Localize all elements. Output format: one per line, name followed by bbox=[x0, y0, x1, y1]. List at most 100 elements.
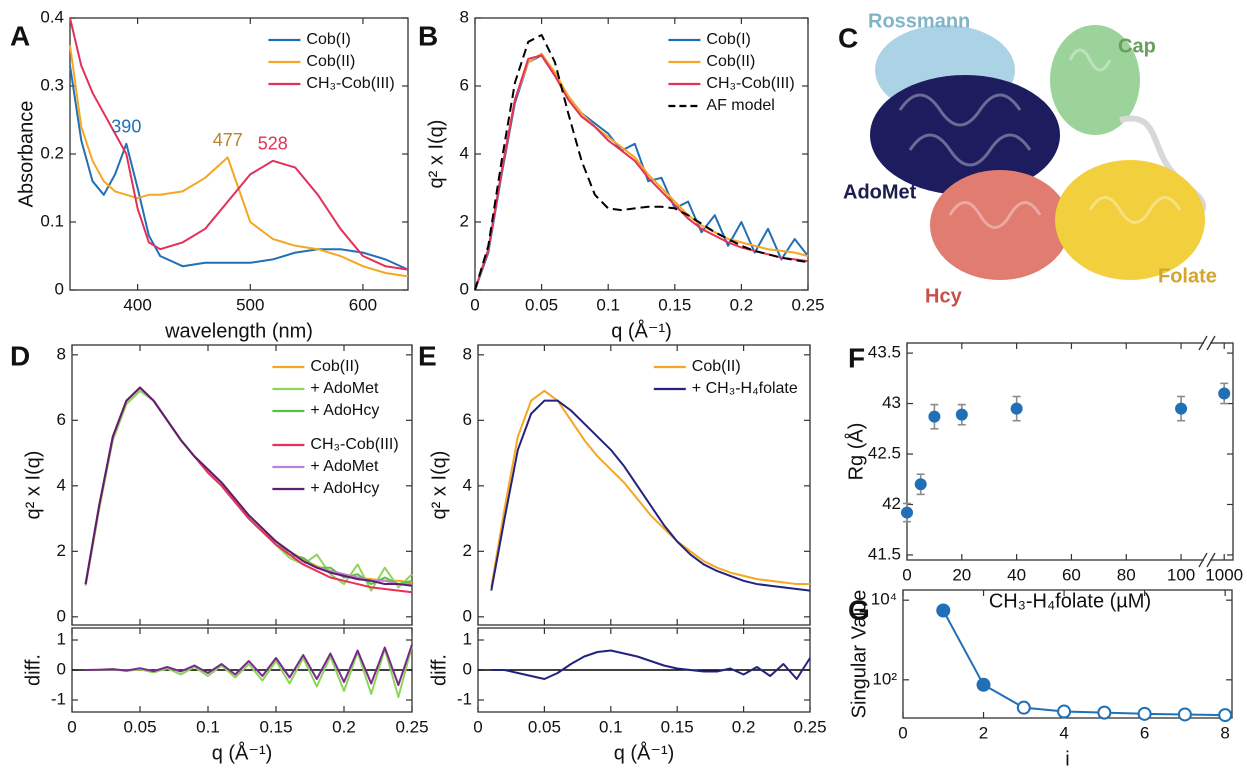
legend-label: AF model bbox=[706, 97, 774, 114]
x-tick-label: 0 bbox=[473, 717, 482, 736]
axis-break-mark bbox=[1198, 335, 1208, 351]
panel-letter: E bbox=[418, 340, 437, 371]
y-tick-label: 1 bbox=[463, 629, 472, 648]
x-tick-label: 6 bbox=[1140, 723, 1149, 742]
legend-label: Cob(II) bbox=[692, 358, 741, 375]
series-line bbox=[490, 389, 810, 588]
series-line bbox=[474, 52, 809, 291]
x-tick-label: 0.25 bbox=[791, 295, 824, 314]
x-tick-label: 0.1 bbox=[599, 717, 623, 736]
y-axis-label: q² x I(q) bbox=[22, 451, 44, 520]
legend-label: + AdoMet bbox=[310, 380, 379, 397]
y-tick-label: 0 bbox=[460, 279, 469, 298]
series-line bbox=[69, 17, 409, 271]
series-line bbox=[84, 386, 413, 587]
y-tick-label: 4 bbox=[460, 143, 469, 162]
legend-label: + AdoMet bbox=[310, 458, 379, 475]
marker bbox=[936, 603, 951, 618]
y-axis-label: q² x I(q) bbox=[425, 120, 447, 189]
x-tick-label: 0 bbox=[902, 565, 911, 584]
y-tick-label: 10⁴ bbox=[871, 590, 897, 609]
domain-label: Hcy bbox=[925, 285, 963, 307]
marker bbox=[1177, 707, 1192, 722]
y-tick-label: 2 bbox=[463, 541, 472, 560]
axis-break-mark bbox=[1198, 552, 1208, 568]
x-tick-label: 0.25 bbox=[395, 717, 428, 736]
legend-label: Cob(II) bbox=[306, 53, 355, 70]
legend-label: Cob(II) bbox=[310, 358, 359, 375]
domain-label: Rossmann bbox=[868, 10, 970, 32]
y-tick-label: 6 bbox=[57, 410, 66, 429]
axis-break-mark bbox=[1206, 552, 1216, 568]
axes-box bbox=[71, 344, 413, 626]
domain-label: Folate bbox=[1158, 265, 1217, 287]
y-tick-label: 42.5 bbox=[868, 444, 901, 463]
y-tick-label: 0.1 bbox=[40, 211, 64, 230]
marker bbox=[1097, 705, 1112, 720]
axes-box bbox=[477, 344, 811, 626]
x-tick-label: 600 bbox=[349, 295, 377, 314]
y-tick-label: 0.2 bbox=[40, 143, 64, 162]
x-tick-label: 0.1 bbox=[196, 717, 220, 736]
x-tick-label: 500 bbox=[236, 295, 264, 314]
y-tick-label: 43 bbox=[882, 393, 901, 412]
y-axis-label: q² x I(q) bbox=[428, 451, 450, 520]
x-tick-label: 20 bbox=[952, 565, 971, 584]
legend-label: + AdoHcy bbox=[310, 402, 379, 419]
y-tick-label: 2 bbox=[460, 211, 469, 230]
marker bbox=[976, 677, 991, 692]
x-tick-label: 1000 bbox=[1205, 565, 1243, 584]
x-tick-label: 0.05 bbox=[528, 717, 561, 736]
x-tick-label: 40 bbox=[1007, 565, 1026, 584]
x-axis-label: wavelength (nm) bbox=[164, 320, 313, 342]
x-axis-label: i bbox=[1065, 748, 1069, 770]
y-tick-label: 0 bbox=[463, 659, 472, 678]
x-tick-label: 0.25 bbox=[793, 717, 826, 736]
panel-letter: A bbox=[10, 20, 30, 51]
marker bbox=[1016, 700, 1031, 715]
x-tick-label: 80 bbox=[1117, 565, 1136, 584]
x-axis-label: q (Å⁻¹) bbox=[611, 319, 672, 342]
legend-label: CH₃-Cob(III) bbox=[306, 75, 394, 92]
x-tick-label: 2 bbox=[979, 723, 988, 742]
helix-texture bbox=[898, 48, 1182, 229]
y-tick-label: 0 bbox=[57, 606, 66, 625]
y-tick-label: 10² bbox=[872, 669, 897, 688]
series-line bbox=[69, 45, 409, 278]
y-tick-label: 43.5 bbox=[868, 343, 901, 362]
series-line bbox=[85, 644, 413, 686]
point bbox=[1010, 402, 1023, 415]
y-tick-label: 41.5 bbox=[868, 544, 901, 563]
peak-annotation: 528 bbox=[258, 134, 288, 154]
y-tick-label: 0.3 bbox=[40, 75, 64, 94]
domain-blob bbox=[1055, 160, 1205, 280]
panel-letter: C bbox=[838, 22, 858, 53]
legend-label: Cob(I) bbox=[706, 31, 750, 48]
domain-blob bbox=[1050, 25, 1140, 135]
domain-label: Cap bbox=[1118, 35, 1156, 57]
y-axis-label: Singular Value bbox=[848, 590, 870, 719]
x-tick-label: 400 bbox=[123, 295, 151, 314]
series-line bbox=[85, 645, 413, 698]
series-line bbox=[491, 649, 811, 680]
marker bbox=[1218, 708, 1233, 723]
y-tick-label: 6 bbox=[460, 75, 469, 94]
peak-annotation: 477 bbox=[213, 130, 243, 150]
y-tick-label: 0.4 bbox=[40, 7, 64, 26]
x-tick-label: 0 bbox=[898, 723, 907, 742]
x-axis-label: q (Å⁻¹) bbox=[212, 741, 273, 764]
y-tick-label: 42 bbox=[882, 494, 901, 513]
x-tick-label: 0.05 bbox=[123, 717, 156, 736]
y-tick-label: 8 bbox=[57, 344, 66, 363]
x-tick-label: 0.05 bbox=[525, 295, 558, 314]
x-tick-label: 0.15 bbox=[658, 295, 691, 314]
x-tick-label: 0 bbox=[470, 295, 479, 314]
axis-break-mark bbox=[1206, 335, 1216, 351]
x-tick-label: 0.15 bbox=[259, 717, 292, 736]
x-axis-label: CH₃-H₄folate (µM) bbox=[989, 590, 1151, 612]
series-line bbox=[474, 34, 809, 291]
x-tick-label: 60 bbox=[1062, 565, 1081, 584]
legend-label: + CH₃-H₄folate bbox=[692, 380, 798, 397]
point bbox=[928, 410, 941, 423]
